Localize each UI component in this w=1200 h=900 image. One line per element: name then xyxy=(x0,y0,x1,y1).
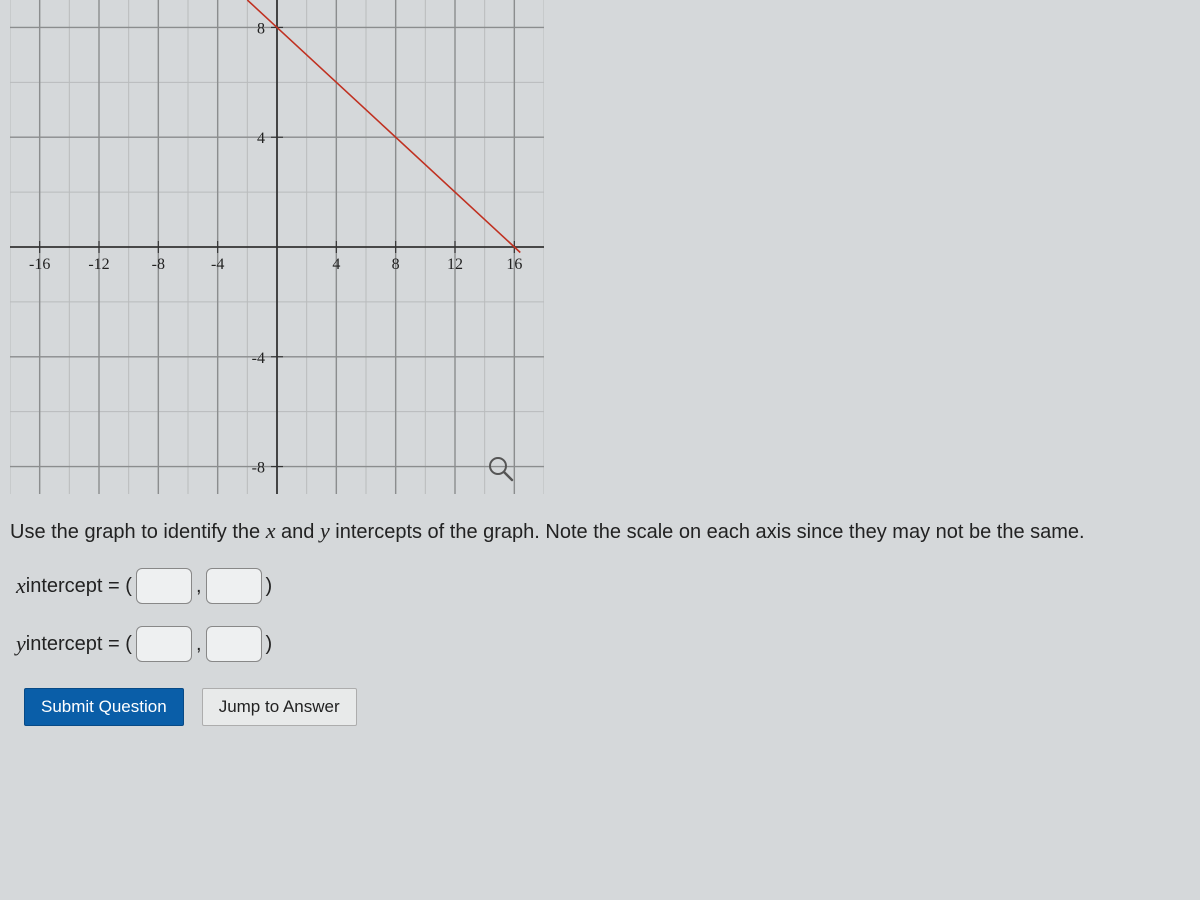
svg-text:-4: -4 xyxy=(211,256,224,273)
svg-text:-4: -4 xyxy=(252,350,265,367)
y-var-label: y xyxy=(16,631,26,657)
submit-button[interactable]: Submit Question xyxy=(24,688,184,726)
svg-text:-16: -16 xyxy=(29,256,50,273)
y-intercept-y-field[interactable] xyxy=(206,626,262,662)
svg-text:12: 12 xyxy=(447,256,463,273)
question-text: Use the graph to identify the x and y in… xyxy=(10,516,1190,546)
question-page: -16 -12 -8 -4 4 8 12 16 -8 -4 4 8 Use the graph to … xyxy=(0,0,1200,900)
question-suffix: intercepts of the graph. Note the scale … xyxy=(330,521,1085,543)
svg-text:8: 8 xyxy=(257,20,265,37)
var-y: y xyxy=(320,518,330,543)
y-intercept-label: intercept = ( xyxy=(26,633,132,656)
button-row: Submit Question Jump to Answer xyxy=(24,688,1190,726)
x-var-label: x xyxy=(16,573,26,599)
svg-text:16: 16 xyxy=(506,256,522,273)
graph-container: -16 -12 -8 -4 4 8 12 16 -8 -4 4 8 xyxy=(10,0,1200,494)
coordinate-graph: -16 -12 -8 -4 4 8 12 16 -8 -4 4 8 xyxy=(10,0,544,494)
sep: , xyxy=(196,633,202,656)
svg-text:-8: -8 xyxy=(252,460,265,477)
svg-text:-12: -12 xyxy=(88,256,109,273)
question-mid: and xyxy=(275,521,319,543)
x-intercept-x-field[interactable] xyxy=(136,568,192,604)
jump-to-answer-button[interactable]: Jump to Answer xyxy=(202,688,357,726)
svg-text:4: 4 xyxy=(332,256,340,273)
svg-text:-8: -8 xyxy=(152,256,165,273)
question-prefix: Use the graph to identify the xyxy=(10,521,266,543)
svg-text:8: 8 xyxy=(392,256,400,273)
x-intercept-row: x intercept = ( , ) xyxy=(16,568,1190,604)
sep: , xyxy=(196,575,202,598)
close-paren: ) xyxy=(266,633,273,656)
x-intercept-label: intercept = ( xyxy=(26,575,132,598)
y-intercept-x-field[interactable] xyxy=(136,626,192,662)
close-paren: ) xyxy=(266,575,273,598)
x-intercept-y-field[interactable] xyxy=(206,568,262,604)
svg-text:4: 4 xyxy=(257,130,265,147)
y-intercept-row: y intercept = ( , ) xyxy=(16,626,1190,662)
